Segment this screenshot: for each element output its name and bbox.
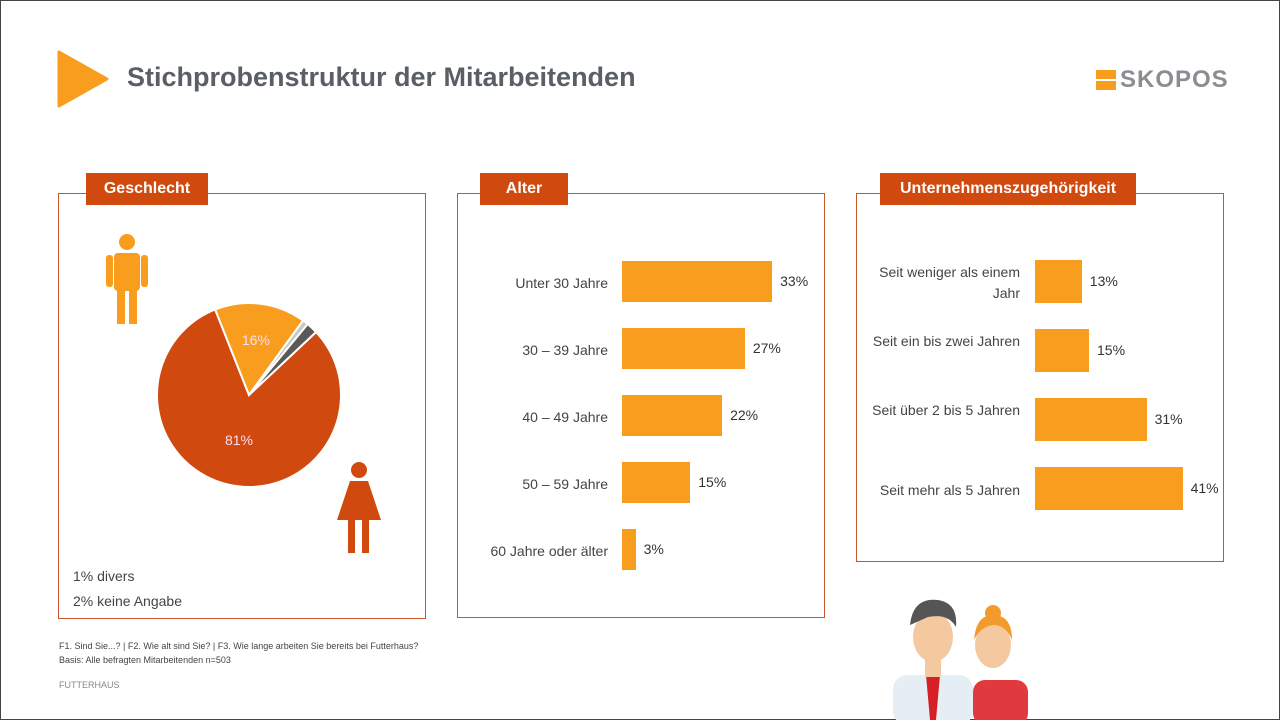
tag-alter: Alter — [480, 173, 568, 205]
logo-mark-icon — [1096, 70, 1116, 90]
bar — [1035, 398, 1147, 441]
bar-category-label: Seit ein bis zwei Jahren — [872, 332, 1020, 349]
bar-value-label: 13% — [1089, 272, 1118, 289]
female-icon — [337, 462, 381, 553]
bar — [1035, 260, 1082, 303]
note-keine-angabe: 2% keine Angabe — [73, 593, 182, 609]
bar — [622, 261, 773, 302]
note-divers: 1% divers — [73, 568, 135, 584]
bar — [622, 529, 636, 570]
bar-category-label: 50 – 59 Jahre — [522, 475, 608, 492]
bar-value-label: 41% — [1190, 479, 1219, 496]
bar-value-label: 15% — [1097, 341, 1126, 358]
footer-basis: Basis: Alle befragten Mitarbeitenden n=5… — [59, 655, 231, 665]
page-title: Stichprobenstruktur der Mitarbeitenden — [127, 62, 636, 92]
bar-category-label: Seit über 2 bis 5 Jahren — [872, 401, 1020, 418]
bar-value-label: 31% — [1154, 410, 1183, 427]
bar-value-label: 27% — [752, 339, 781, 356]
bar — [622, 395, 723, 436]
panel-geschlecht — [58, 193, 426, 619]
pie-slice-1 — [213, 302, 305, 398]
pie-slice-0 — [156, 308, 342, 488]
skopos-logo: SKOPOS — [1096, 66, 1229, 94]
bar-category-label: 30 – 39 Jahre — [522, 341, 608, 358]
bar-value-label: 3% — [643, 540, 664, 557]
tag-zugehoerigkeit: Unternehmenszugehörigkeit — [880, 173, 1136, 205]
panel-alter — [457, 193, 825, 618]
bar — [1035, 467, 1183, 510]
bar — [622, 328, 745, 369]
employees-illustration — [893, 599, 1028, 720]
bar — [622, 462, 691, 503]
bar-category-label: 60 Jahre oder älter — [490, 542, 608, 559]
footer-questions: F1. Sind Sie...? | F2. Wie alt sind Sie?… — [59, 641, 419, 651]
bar-category-label: Seit mehr als 5 Jahren — [879, 481, 1020, 498]
pie-slice-3 — [248, 322, 318, 396]
bar-value-label: 15% — [698, 473, 727, 490]
footer-client: FUTTERHAUS — [59, 680, 120, 690]
tag-geschlecht: Geschlecht — [86, 173, 208, 205]
play-arrow-icon — [57, 50, 109, 108]
bar — [1035, 329, 1089, 372]
bar-category-label: 40 – 49 Jahre — [522, 408, 608, 425]
bar-category-label: Unter 30 Jahre — [515, 274, 608, 291]
bar-category-label: Seit weniger als einem Jahr — [879, 263, 1020, 301]
pie-label-0: 81% — [225, 432, 253, 448]
bar-value-label: 33% — [780, 272, 809, 289]
male-icon — [106, 234, 148, 324]
logo-text: SKOPOS — [1120, 66, 1229, 93]
bar-value-label: 22% — [730, 406, 759, 423]
pie-label-1: 16% — [242, 332, 270, 348]
